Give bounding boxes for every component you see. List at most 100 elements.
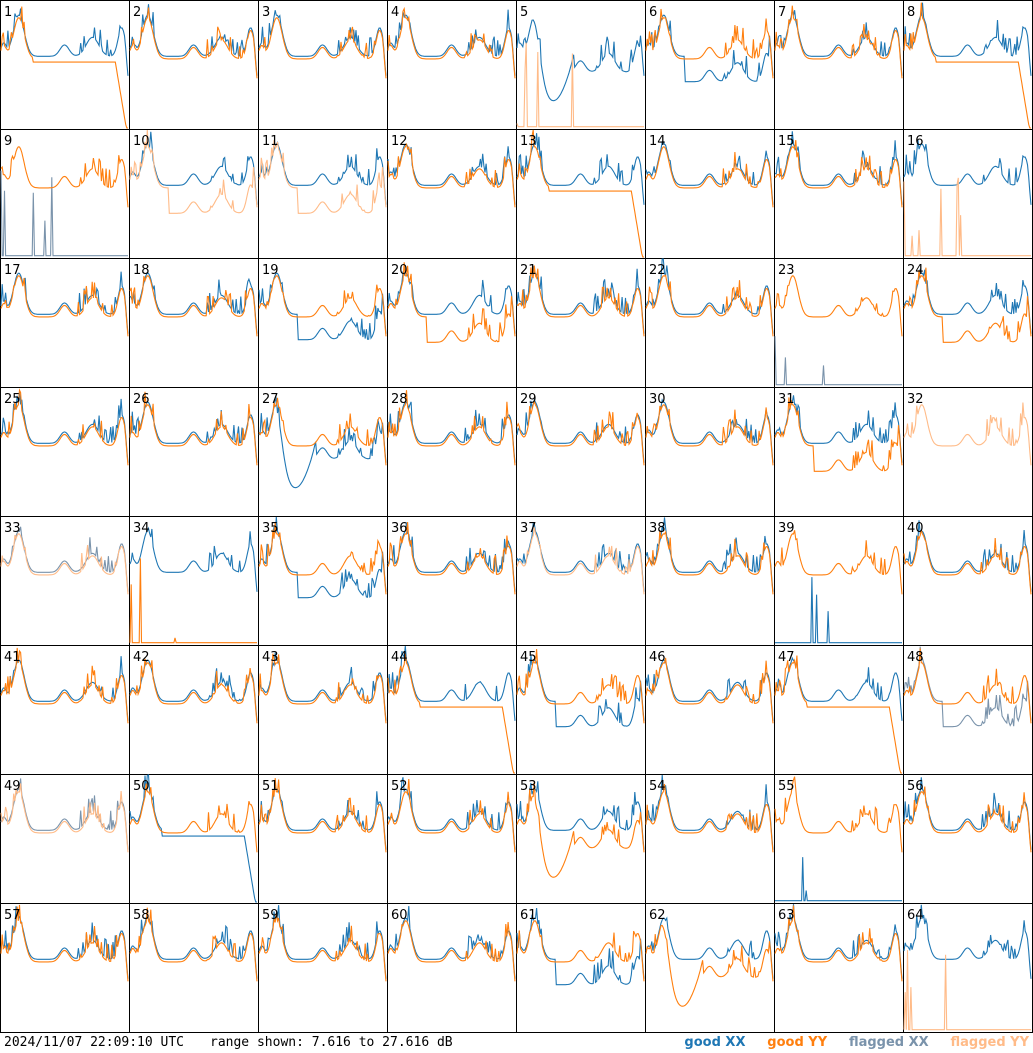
tile-border [0,0,130,130]
tile-label: 37 [520,521,537,536]
series-yy-tile-44 [387,653,515,774]
tile-label: 17 [4,263,21,278]
series-yy-tile-38 [645,530,774,595]
series-xx-tile-14 [645,141,774,205]
tile-49: 49 [0,774,130,904]
series-yy-tile-41 [0,647,129,724]
series-yy-tile-54 [645,783,774,853]
series-xx-tile-63 [774,904,903,979]
tile-label: 3 [262,5,270,20]
series-xx-tile-46 [645,659,774,721]
series-xx-tile-47 [774,656,903,721]
series-xx-tile-29 [516,398,645,463]
tile-8: 8 [903,0,1033,130]
tile-14: 14 [645,129,775,259]
series-yy-tile-25 [0,388,129,466]
tile-label: 32 [907,392,924,407]
tile-label: 12 [391,134,408,149]
tile-3: 3 [258,0,388,130]
series-yy-tile-40 [903,529,1032,595]
series-yy-tile-62 [645,924,774,1007]
tile-56: 56 [903,774,1033,904]
series-xx-tile-16 [903,139,1032,205]
tile-label: 22 [649,263,666,278]
series-yy-tile-13 [516,129,644,258]
tile-64: 64 [903,903,1033,1033]
tile-40: 40 [903,516,1033,646]
series-yy-tile-63 [774,905,903,982]
tile-label: 42 [133,650,150,665]
tile-border [774,0,904,130]
tile-label: 16 [907,134,924,149]
series-yy-tile-4 [387,6,516,79]
legend: good XX good YY flagged XX flagged YY [670,1035,1029,1050]
tile-41: 41 [0,645,130,775]
series-xx-tile-5 [516,19,645,102]
series-xx-tile-30 [645,398,774,463]
tile-label: 27 [262,392,279,407]
footer-bar: 2024/11/07 22:09:10 UTC range shown: 7.6… [0,1033,1033,1053]
series-xx-tile-24 [903,268,1032,334]
series-yy-tile-9 [0,146,129,208]
tile-label: 13 [520,134,537,149]
series-yy-tile-43 [258,653,387,724]
tile-label: 20 [391,263,408,278]
series-yy-tile-59 [258,913,387,982]
tile-label: 53 [520,779,537,794]
tile-label: 45 [520,650,537,665]
tile-25: 25 [0,387,130,517]
series-yy-tile-18 [129,275,258,337]
tile-label: 35 [262,521,279,536]
tile-border [258,0,388,130]
series-yy-tile-47 [774,655,902,774]
series-yy-tile-19 [258,275,387,337]
series-yy-tile-1 [0,6,128,129]
tile-48: 48 [903,645,1033,775]
series-xx-tile-37 [516,522,645,592]
tile-border [645,0,775,130]
tile-2: 2 [129,0,259,130]
legend-good-yy: good YY [767,1035,828,1050]
tile-6: 6 [645,0,775,130]
series-xx-tile-40 [903,520,1032,592]
series-yy-tile-29 [516,399,645,466]
tile-21: 21 [516,258,646,388]
series-yy-tile-6 [645,8,774,79]
legend-flagged-xx: flagged XX [848,1035,929,1050]
tile-27: 27 [258,387,388,517]
tile-label: 52 [391,779,408,794]
tile-label: 25 [4,392,21,407]
series-xx-tile-53 [516,781,645,850]
tile-1: 1 [0,0,130,130]
tile-29: 29 [516,387,646,517]
tile-label: 55 [778,779,795,794]
tile-47: 47 [774,645,904,775]
tile-39: 39 [774,516,904,646]
tile-label: 60 [391,908,408,923]
tile-label: 2 [133,5,141,20]
tile-label: 6 [649,5,657,20]
series-yy-tile-17 [0,275,129,337]
series-yy-tile-12 [387,142,516,208]
series-yy-tile-11 [258,140,387,214]
series-xx-tile-18 [129,272,258,334]
series-xx-tile-33 [0,526,129,592]
series-yy-tile-39 [774,530,903,595]
tile-23: 23 [774,258,904,388]
series-yy-tile-14 [645,146,774,208]
tile-label: 29 [520,392,537,407]
series-xx-tile-39 [775,577,902,644]
tile-label: 49 [4,779,21,794]
tile-24: 24 [903,258,1033,388]
tile-34: 34 [129,516,259,646]
series-yy-tile-35 [258,522,387,595]
series-yy-tile-57 [0,904,129,982]
tile-label: 10 [133,134,150,149]
series-yy-tile-52 [387,778,516,853]
tile-label: 62 [649,908,666,923]
tile-label: 41 [4,650,21,665]
tile-46: 46 [645,645,775,775]
series-xx-tile-11 [258,141,387,205]
series-xx-tile-55 [775,857,902,902]
